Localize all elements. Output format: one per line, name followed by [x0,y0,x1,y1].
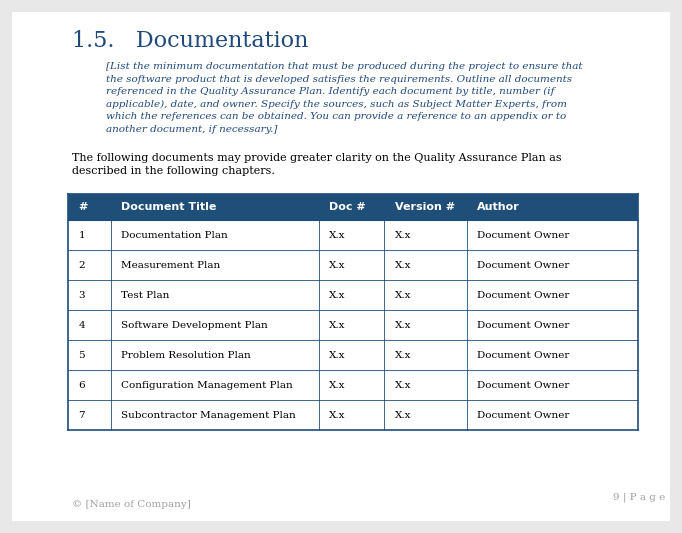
Text: X.x: X.x [329,320,346,329]
Text: Documentation Plan: Documentation Plan [121,230,228,239]
Text: Configuration Management Plan: Configuration Management Plan [121,381,293,390]
Text: 6: 6 [78,381,85,390]
Text: X.x: X.x [394,381,411,390]
Text: Document Owner: Document Owner [477,381,569,390]
Text: Problem Resolution Plan: Problem Resolution Plan [121,351,251,359]
Text: referenced in the Quality Assurance Plan. Identify each document by title, numbe: referenced in the Quality Assurance Plan… [106,87,554,96]
Text: 9 | P a g e: 9 | P a g e [612,493,665,503]
Bar [68,220,638,250]
Text: Document Owner: Document Owner [477,261,569,270]
Text: Document Owner: Document Owner [477,230,569,239]
Text: #: # [78,202,88,212]
Text: X.x: X.x [394,290,411,300]
Text: Subcontractor Management Plan: Subcontractor Management Plan [121,410,296,419]
Text: applicable), date, and owner. Specify the sources, such as Subject Matter Expert: applicable), date, and owner. Specify th… [106,100,567,109]
Text: 1.5.   Documentation: 1.5. Documentation [72,30,308,52]
Text: Test Plan: Test Plan [121,290,170,300]
Text: Author: Author [477,202,520,212]
Text: X.x: X.x [329,230,346,239]
Text: The following documents may provide greater clarity on the Quality Assurance Pla: The following documents may provide grea… [72,153,561,163]
Text: Software Development Plan: Software Development Plan [121,320,268,329]
Bar [68,280,638,310]
Bar [68,340,638,370]
Text: 7: 7 [78,410,85,419]
Text: Document Owner: Document Owner [477,320,569,329]
Text: X.x: X.x [329,381,346,390]
Text: [List the minimum documentation that must be produced during the project to ensu: [List the minimum documentation that mus… [106,62,582,71]
Bar [68,250,638,280]
Text: X.x: X.x [394,230,411,239]
Text: 5: 5 [78,351,85,359]
Text: Version #: Version # [394,202,455,212]
Text: © [Name of Company]: © [Name of Company] [72,500,190,509]
Text: Document Owner: Document Owner [477,290,569,300]
Text: Document Owner: Document Owner [477,410,569,419]
Text: Document Title: Document Title [121,202,217,212]
Text: described in the following chapters.: described in the following chapters. [72,166,274,176]
Text: 3: 3 [78,290,85,300]
Text: 4: 4 [78,320,85,329]
Bar [68,310,638,340]
Text: X.x: X.x [329,261,346,270]
Text: another document, if necessary.]: another document, if necessary.] [106,125,277,133]
Bar [68,400,638,430]
Text: X.x: X.x [394,351,411,359]
Text: 2: 2 [78,261,85,270]
Text: X.x: X.x [394,410,411,419]
Text: which the references can be obtained. You can provide a reference to an appendix: which the references can be obtained. Yo… [106,112,566,121]
Text: X.x: X.x [394,261,411,270]
Text: the software product that is developed satisfies the requirements. Outline all d: the software product that is developed s… [106,75,572,84]
Bar [68,194,638,220]
Text: 1: 1 [78,230,85,239]
Text: Doc #: Doc # [329,202,366,212]
Text: X.x: X.x [329,290,346,300]
Text: Document Owner: Document Owner [477,351,569,359]
Text: X.x: X.x [394,320,411,329]
Text: Measurement Plan: Measurement Plan [121,261,220,270]
Bar [68,370,638,400]
Text: X.x: X.x [329,351,346,359]
Text: X.x: X.x [329,410,346,419]
